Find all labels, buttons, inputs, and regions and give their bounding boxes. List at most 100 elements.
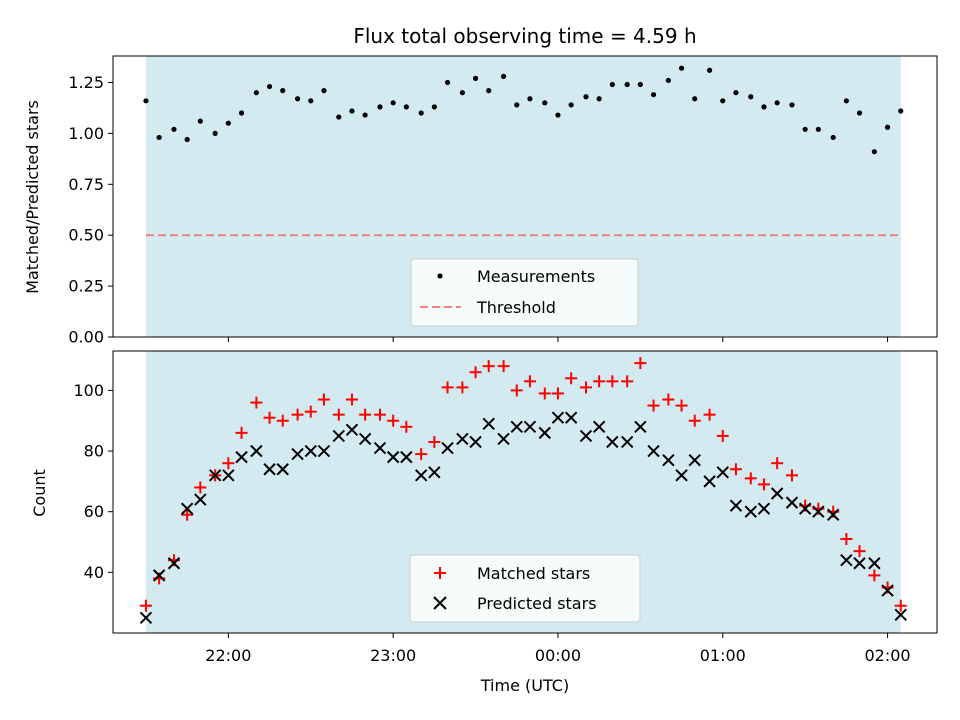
matched-star-point — [276, 414, 289, 427]
predicted-star-point — [276, 463, 289, 476]
matched-star-point — [688, 414, 701, 427]
bottom-y-tick-label: 80 — [84, 442, 104, 461]
matched-star-point — [469, 366, 482, 379]
matched-star-point — [744, 472, 757, 485]
predicted-star-point — [317, 444, 331, 458]
predicted-star-point — [551, 411, 565, 424]
measurement-point — [774, 100, 780, 106]
predicted-star-point — [826, 508, 840, 521]
measurement-point — [171, 126, 177, 132]
matched-star-point — [771, 457, 784, 470]
predicted-stars-points — [139, 411, 907, 625]
top-y-tick-label: 0.50 — [68, 226, 104, 245]
legend-threshold-label: Threshold — [476, 298, 556, 317]
predicted-star-point — [868, 557, 881, 570]
top-panel-frame — [112, 55, 938, 338]
predicted-star-point — [770, 487, 784, 500]
measurement-point — [650, 92, 657, 98]
top-legend: Measurements Threshold — [410, 258, 639, 327]
matched-star-point — [716, 429, 729, 442]
predicted-star-point — [441, 441, 454, 455]
measurement-point — [706, 67, 713, 73]
predicted-star-point — [688, 453, 701, 467]
measurement-point — [514, 102, 520, 108]
top-x-ticks — [227, 337, 889, 342]
predicted-star-point — [592, 420, 606, 434]
measurement-point — [583, 94, 589, 100]
predicted-star-point — [675, 469, 688, 482]
measurement-point — [362, 112, 368, 118]
predicted-star-point — [564, 411, 578, 424]
predicted-star-point — [235, 450, 248, 464]
measurement-point — [418, 110, 424, 116]
measurement-point — [377, 104, 383, 110]
predicted-star-point — [428, 466, 441, 479]
predicted-star-point — [579, 429, 593, 443]
bottom-y-tick-label: 60 — [84, 502, 104, 521]
predicted-star-point — [757, 502, 771, 515]
bottom-x-ticks: 22:00 23:00 00:00 01:00 02:00 — [205, 633, 911, 665]
top-y-ticks: 0.00 0.25 0.50 0.75 1.00 1.25 — [68, 73, 113, 347]
measurement-point — [720, 98, 726, 104]
matched-star-point — [757, 478, 770, 491]
bottom-panel: 40 60 80 100 22:00 23:00 00:00 01:00 02:00 Coun… — [30, 350, 938, 695]
matched-star-point — [428, 435, 441, 448]
measurement-point — [624, 81, 630, 88]
measurement-point — [568, 102, 574, 108]
x-tick-label: 00:00 — [535, 646, 581, 665]
matched-star-point — [235, 426, 248, 439]
predicted-star-point — [208, 469, 222, 482]
matched-star-point — [894, 599, 907, 612]
measurement-point — [321, 88, 327, 94]
x-tick-label: 22:00 — [205, 646, 251, 665]
predicted-star-point — [812, 505, 825, 518]
matched-star-point — [551, 387, 564, 400]
bottom-legend-box — [409, 554, 641, 623]
matched-star-point — [729, 463, 742, 476]
legend-matched-marker — [434, 567, 446, 579]
top-legend-box — [410, 258, 639, 327]
matched-star-point — [579, 381, 592, 394]
x-tick-label: 23:00 — [370, 646, 416, 665]
matched-star-point — [593, 375, 606, 388]
predicted-star-point — [482, 417, 495, 430]
matched-star-point — [194, 481, 207, 494]
predicted-star-point — [840, 554, 853, 567]
measurement-point — [637, 81, 643, 88]
measurement-point — [843, 98, 849, 104]
predicted-star-point — [373, 441, 387, 455]
predicted-star-point — [853, 557, 866, 570]
matched-star-point — [703, 408, 716, 421]
legend-measurements-marker — [437, 273, 443, 279]
x-tick-label: 01:00 — [700, 646, 746, 665]
predicted-star-point — [662, 453, 675, 467]
predicted-star-point — [180, 502, 194, 515]
measurement-point — [143, 98, 149, 104]
legend-matched-label: Matched stars — [477, 564, 590, 583]
predicted-star-point — [332, 429, 345, 443]
matched-star-point — [510, 384, 523, 397]
matched-star-point — [868, 569, 881, 582]
top-y-tick-label: 0.75 — [68, 175, 104, 194]
measurement-point — [500, 73, 507, 79]
matched-star-point — [565, 372, 578, 385]
predicted-star-point — [894, 608, 907, 622]
top-y-tick-label: 0.00 — [68, 328, 104, 347]
x-axis-label: Time (UTC) — [480, 676, 569, 695]
matched-star-point — [332, 408, 345, 421]
measurement-point — [609, 81, 615, 88]
measurement-point — [486, 88, 492, 94]
predicted-star-point — [798, 502, 812, 515]
matched-star-point — [441, 381, 454, 394]
measurement-point — [336, 114, 342, 120]
matched-star-point — [181, 508, 194, 521]
predicted-star-point — [291, 447, 304, 461]
predicted-star-point — [304, 444, 317, 458]
predicted-star-point — [647, 444, 660, 458]
matched-star-point — [456, 381, 469, 394]
measurement-point — [527, 96, 533, 102]
measurement-point — [596, 96, 602, 102]
matched-star-point — [662, 393, 675, 406]
matched-star-point — [387, 414, 400, 427]
